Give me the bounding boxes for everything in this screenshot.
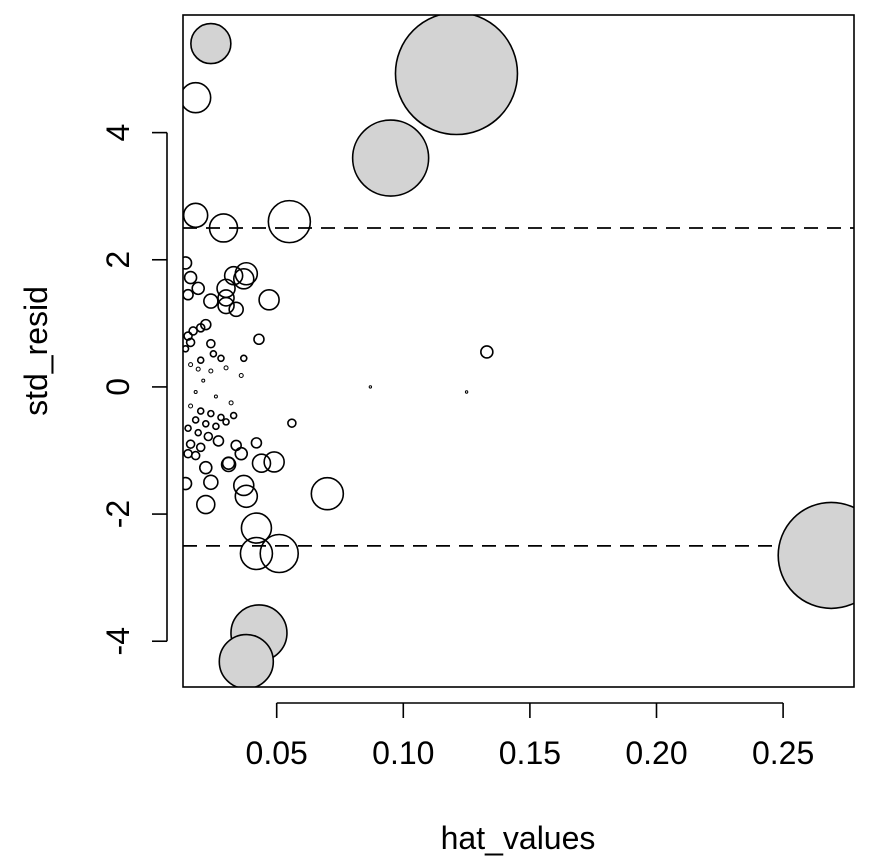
data-point bbox=[185, 337, 196, 348]
data-point bbox=[239, 536, 274, 571]
x-tick-label: 0.10 bbox=[372, 735, 434, 771]
data-point bbox=[199, 318, 212, 331]
data-point bbox=[190, 450, 201, 461]
data-point bbox=[232, 268, 255, 290]
data-point bbox=[239, 354, 248, 363]
data-point bbox=[464, 390, 469, 394]
data-point bbox=[238, 372, 244, 378]
data-point bbox=[217, 413, 225, 422]
data-point bbox=[310, 476, 345, 511]
data-point bbox=[251, 453, 272, 474]
data-point bbox=[201, 378, 206, 383]
x-tick-label: 0.20 bbox=[625, 735, 687, 771]
data-point bbox=[191, 281, 205, 296]
data-points bbox=[183, 15, 854, 687]
data-point bbox=[185, 439, 196, 449]
data-point bbox=[259, 533, 300, 574]
y-tick-label: 0 bbox=[100, 378, 136, 396]
data-point bbox=[263, 451, 285, 473]
data-point bbox=[188, 362, 194, 368]
data-point bbox=[222, 418, 230, 426]
data-point bbox=[196, 356, 205, 365]
data-point-highlighted bbox=[777, 501, 854, 610]
x-tick-label: 0.15 bbox=[499, 735, 561, 771]
data-point bbox=[195, 494, 216, 515]
x-axis-label: hat_values bbox=[441, 820, 596, 856]
data-point bbox=[217, 289, 235, 307]
data-point bbox=[184, 424, 192, 433]
data-point-highlighted bbox=[218, 633, 275, 687]
data-point bbox=[232, 474, 255, 497]
data-point bbox=[213, 394, 218, 399]
data-point bbox=[196, 407, 205, 415]
data-point bbox=[240, 512, 273, 544]
data-point bbox=[287, 418, 297, 428]
data-point bbox=[193, 390, 198, 395]
data-point bbox=[195, 442, 206, 453]
data-point bbox=[191, 416, 200, 424]
reference-lines bbox=[183, 227, 854, 547]
data-point bbox=[209, 350, 218, 358]
y-axis: -4 -2 0 2 4 bbox=[100, 124, 168, 655]
data-point bbox=[217, 354, 225, 363]
data-point bbox=[203, 293, 219, 309]
data-point bbox=[183, 256, 193, 270]
data-point bbox=[258, 289, 280, 311]
data-point bbox=[228, 400, 234, 406]
data-point bbox=[230, 439, 242, 452]
data-point-highlighted bbox=[190, 22, 232, 65]
data-point bbox=[207, 409, 215, 418]
data-point bbox=[250, 437, 263, 449]
data-point bbox=[223, 365, 229, 371]
data-point-highlighted bbox=[394, 15, 519, 136]
data-point bbox=[195, 366, 201, 372]
data-point bbox=[194, 428, 202, 437]
data-point bbox=[368, 385, 373, 389]
data-point bbox=[229, 411, 238, 420]
data-point bbox=[201, 419, 210, 428]
x-axis: 0.05 0.10 0.15 0.20 0.25 bbox=[246, 702, 814, 771]
x-tick-label: 0.05 bbox=[246, 735, 308, 771]
data-point bbox=[198, 460, 213, 475]
data-point bbox=[203, 431, 214, 442]
x-tick-label: 0.25 bbox=[752, 735, 814, 771]
data-point-highlighted bbox=[351, 119, 430, 197]
data-point bbox=[212, 422, 220, 431]
data-point bbox=[188, 326, 198, 336]
y-axis-label: std_resid bbox=[18, 286, 54, 416]
data-point bbox=[188, 403, 194, 409]
data-point bbox=[221, 456, 236, 471]
plot-frame bbox=[182, 14, 855, 688]
data-point bbox=[183, 476, 193, 491]
data-point bbox=[208, 213, 239, 243]
data-point bbox=[267, 199, 312, 244]
data-point bbox=[234, 484, 259, 509]
data-point bbox=[253, 333, 265, 346]
data-point bbox=[206, 338, 216, 349]
data-point bbox=[480, 345, 494, 359]
data-point bbox=[183, 344, 190, 353]
data-point bbox=[217, 296, 235, 315]
y-tick-label: 4 bbox=[100, 124, 136, 142]
data-point bbox=[203, 474, 219, 491]
y-tick-label: -4 bbox=[100, 627, 136, 655]
data-point bbox=[183, 81, 212, 114]
data-point bbox=[183, 270, 198, 285]
data-point bbox=[212, 435, 225, 447]
data-point bbox=[208, 368, 214, 374]
y-tick-label: -2 bbox=[100, 500, 136, 528]
data-point bbox=[228, 301, 244, 318]
y-tick-label: 2 bbox=[100, 251, 136, 269]
